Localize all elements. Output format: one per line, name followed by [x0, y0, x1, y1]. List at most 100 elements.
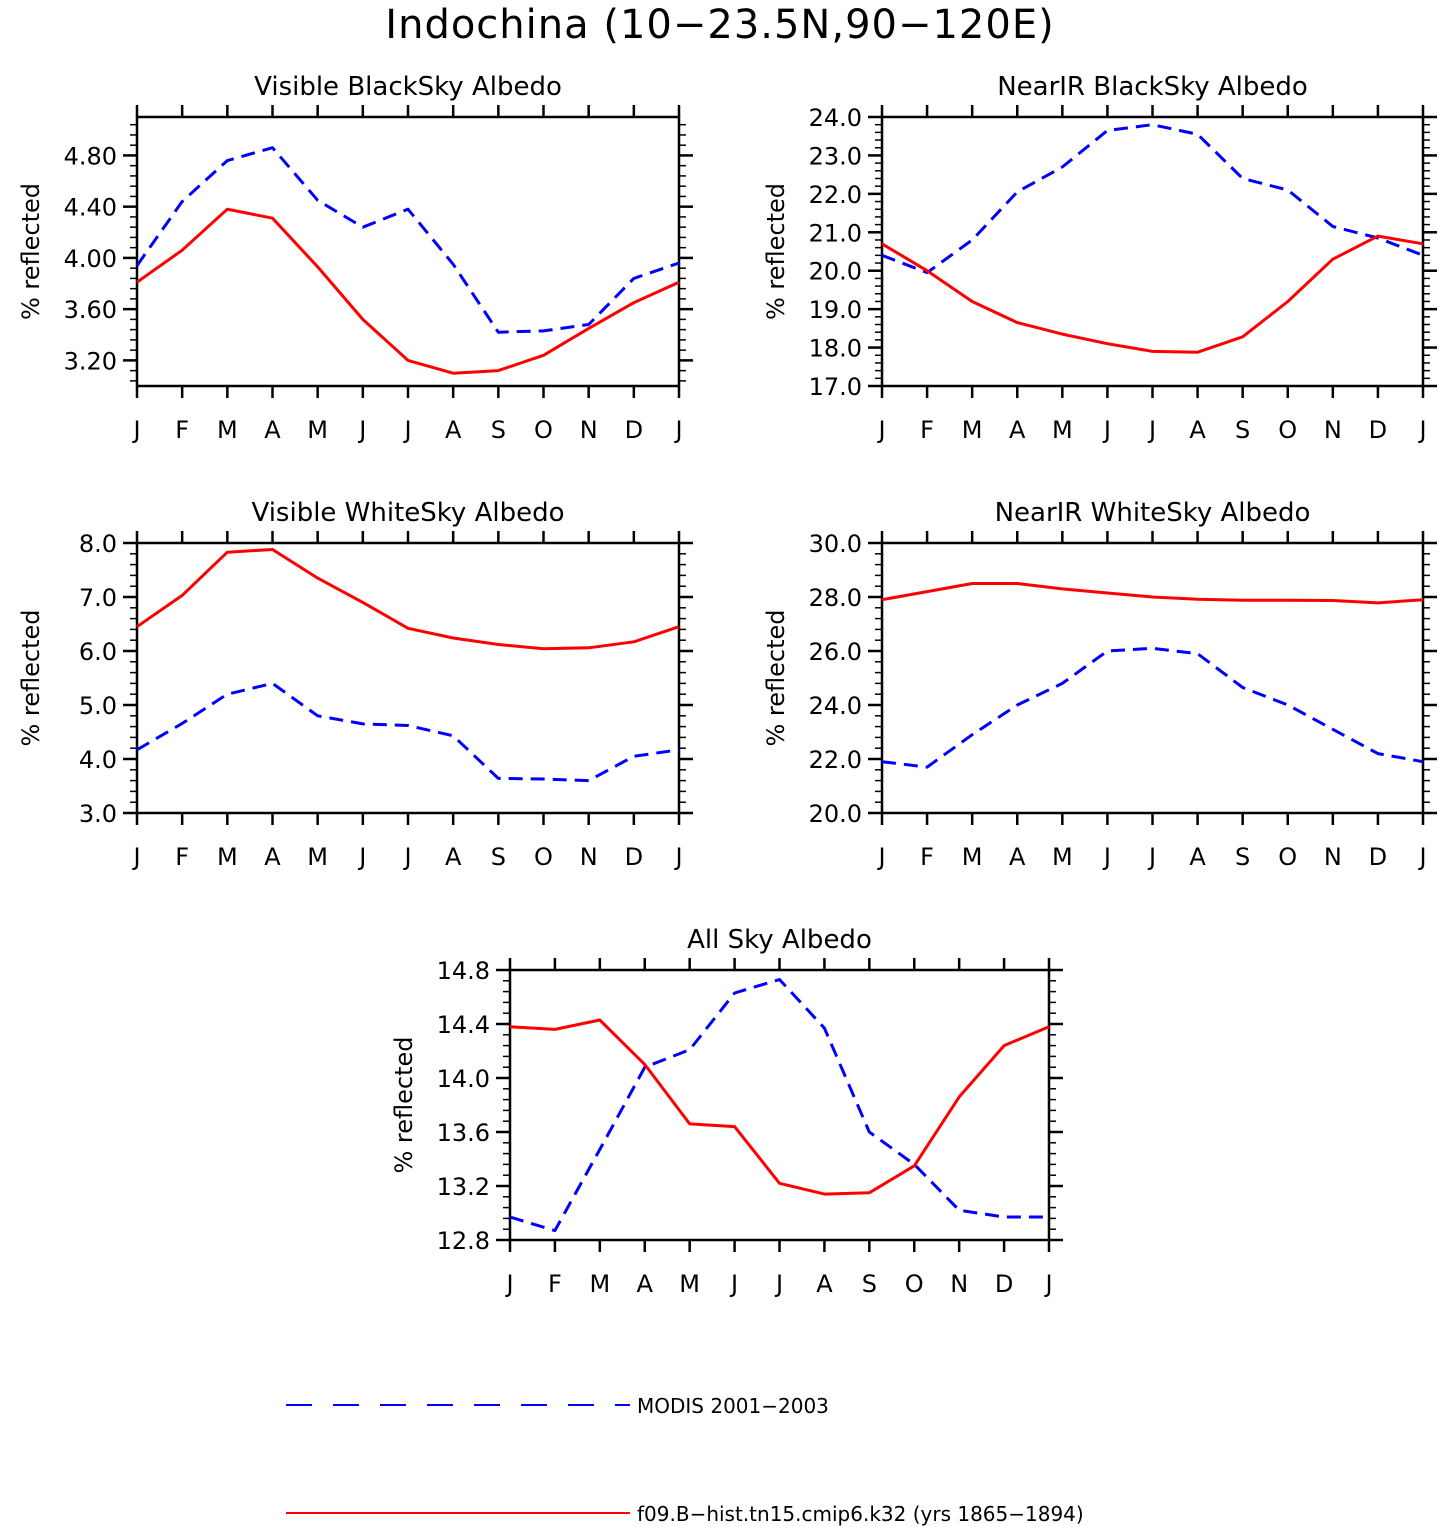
series-line-modis — [881, 123, 1424, 275]
x-tick-label: S — [1235, 843, 1250, 871]
y-tick-label: 6.0 — [79, 638, 117, 666]
y-tick-label: 3.0 — [79, 800, 117, 828]
y-ticks — [868, 541, 1437, 815]
legend-obs-label: MODIS 2001−2003 — [637, 1394, 829, 1418]
y-tick-label: 14.0 — [437, 1065, 490, 1093]
x-ticks — [135, 105, 681, 398]
y-tick-label: 4.80 — [64, 142, 117, 170]
x-ticks — [880, 105, 1425, 398]
x-tick-label: J — [1417, 843, 1426, 871]
x-tick-label: J — [131, 416, 140, 444]
x-tick-label: D — [1369, 416, 1387, 444]
y-tick-label: 30.0 — [809, 530, 862, 558]
y-ticks — [496, 968, 1063, 1242]
legend: MODIS 2001−2003 f09.B−hist.tn15.cmip6.k3… — [286, 1394, 1084, 1526]
y-tick-label: 20.0 — [809, 258, 862, 286]
x-tick-label: J — [1417, 416, 1426, 444]
y-tick-label: 3.60 — [64, 296, 117, 324]
series-line-modis — [135, 146, 680, 334]
plot-frame — [508, 968, 1051, 1242]
y-tick-label: 19.0 — [809, 296, 862, 324]
series-line-model — [509, 1018, 1050, 1196]
x-tick-label: M — [1052, 843, 1073, 871]
y-tick-label: 14.8 — [437, 957, 490, 985]
x-tick-label: F — [175, 416, 189, 444]
y-tick-label: 17.0 — [809, 373, 862, 401]
x-tick-label: D — [625, 843, 643, 871]
x-tick-label: O — [534, 416, 553, 444]
y-tick-label: 13.2 — [437, 1173, 490, 1201]
y-tick-label: 24.0 — [809, 104, 862, 132]
x-tick-label: J — [357, 416, 366, 444]
x-tick-label: J — [673, 843, 682, 871]
y-tick-label: 4.40 — [64, 194, 117, 222]
x-tick-label: J — [673, 416, 682, 444]
x-ticks — [508, 958, 1051, 1252]
x-tick-label: A — [1189, 843, 1206, 871]
x-tick-label: M — [307, 843, 328, 871]
x-tick-label: J — [1043, 1270, 1052, 1298]
x-tick-label: F — [920, 416, 934, 444]
y-ticks — [123, 541, 693, 815]
y-ticks — [123, 123, 693, 382]
x-tick-label: S — [491, 843, 506, 871]
x-tick-label: M — [679, 1270, 700, 1298]
x-tick-label: S — [862, 1270, 877, 1298]
y-tick-label: 3.20 — [64, 347, 117, 375]
y-tick-label: 12.8 — [437, 1227, 490, 1255]
y-tick-label: 22.0 — [809, 181, 862, 209]
x-tick-label: M — [1052, 416, 1073, 444]
series-line-model — [881, 582, 1424, 605]
y-ticks — [868, 115, 1437, 388]
x-tick-label: J — [1147, 416, 1156, 444]
y-axis-label: % reflected — [17, 609, 45, 746]
x-tick-label: N — [580, 416, 598, 444]
series-line-model — [136, 207, 680, 375]
y-tick-label: 5.0 — [79, 692, 117, 720]
x-tick-label: M — [307, 416, 328, 444]
x-tick-label: D — [1369, 843, 1387, 871]
y-tick-label: 28.0 — [809, 584, 862, 612]
x-ticks — [135, 531, 681, 825]
y-tick-label: 26.0 — [809, 638, 862, 666]
y-tick-label: 24.0 — [809, 692, 862, 720]
x-tick-label: J — [131, 843, 140, 871]
panel-title: All Sky Albedo — [687, 925, 872, 955]
x-tick-label: M — [217, 416, 238, 444]
x-tick-label: J — [729, 1270, 738, 1298]
y-tick-label: 8.0 — [79, 530, 117, 558]
series-line-modis — [881, 646, 1424, 769]
x-tick-label: J — [876, 416, 885, 444]
x-tick-label: A — [264, 416, 281, 444]
y-tick-label: 21.0 — [809, 219, 862, 247]
y-axis-label: % reflected — [390, 1036, 418, 1173]
y-tick-label: 13.6 — [437, 1119, 490, 1147]
plot-frame — [880, 115, 1425, 388]
x-tick-label: D — [625, 416, 643, 444]
y-tick-label: 23.0 — [809, 142, 862, 170]
x-tick-label: N — [1324, 416, 1342, 444]
plot-frame — [880, 541, 1425, 815]
x-tick-label: F — [175, 843, 189, 871]
y-axis-label: % reflected — [762, 183, 790, 320]
x-tick-label: S — [1235, 416, 1250, 444]
x-tick-label: J — [504, 1270, 513, 1298]
x-tick-label: F — [920, 843, 934, 871]
x-tick-label: A — [1189, 416, 1206, 444]
legend-model-label: f09.B−hist.tn15.cmip6.k32 (yrs 1865−1894… — [637, 1502, 1084, 1526]
plot-frame — [135, 115, 681, 388]
y-tick-label: 4.0 — [79, 746, 117, 774]
x-tick-label: S — [491, 416, 506, 444]
x-tick-label: N — [1324, 843, 1342, 871]
series-line-modis — [509, 978, 1049, 1233]
panel-title: NearIR WhiteSky Albedo — [995, 498, 1311, 528]
x-tick-label: D — [995, 1270, 1013, 1298]
x-tick-label: J — [1102, 416, 1111, 444]
main-title: Indochina (10−23.5N,90−120E) — [385, 2, 1054, 48]
y-tick-label: 22.0 — [809, 746, 862, 774]
x-tick-label: M — [962, 416, 983, 444]
